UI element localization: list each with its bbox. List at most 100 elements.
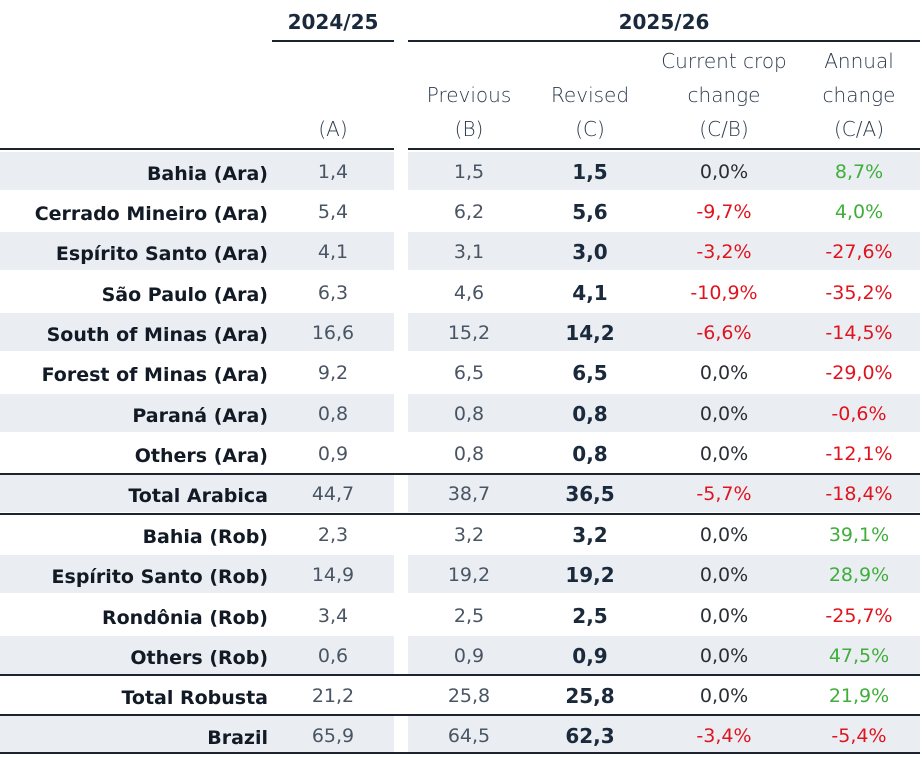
cell-d: -3,4% xyxy=(696,725,752,747)
cell-e: -5,4% xyxy=(831,725,887,747)
cell-d: 0,0% xyxy=(699,362,749,384)
cell-a: 5,4 xyxy=(317,201,349,223)
cell-a: 21,2 xyxy=(311,685,355,707)
cell-a: 0,9 xyxy=(317,443,349,465)
cell-e: 21,9% xyxy=(828,685,890,707)
row-shade xyxy=(0,474,394,512)
table-rule xyxy=(0,752,920,754)
cell-c: 4,1 xyxy=(572,281,608,305)
cell-a: 3,4 xyxy=(317,605,349,627)
cell-d: -5,7% xyxy=(696,483,752,505)
row-label: Others (Ara) xyxy=(134,445,268,467)
cell-c: 2,5 xyxy=(572,604,608,628)
table-rule xyxy=(0,714,920,716)
cell-b: 38,7 xyxy=(447,483,491,505)
row-label: Forest of Minas (Ara) xyxy=(41,364,268,386)
row-shade xyxy=(0,152,394,190)
cell-d: -3,2% xyxy=(696,241,752,263)
cell-a: 6,3 xyxy=(317,282,349,304)
column-header-b-line-2: Previous xyxy=(426,83,512,107)
cell-d: 0,0% xyxy=(699,564,749,586)
cell-a: 9,2 xyxy=(317,362,349,384)
cell-b: 4,6 xyxy=(453,282,485,304)
cell-b: 0,8 xyxy=(453,443,485,465)
column-header-e-line-2: change xyxy=(822,83,896,107)
cell-d: -10,9% xyxy=(690,282,758,304)
table-rule xyxy=(408,148,920,150)
column-header-a-line-3: (A) xyxy=(318,117,348,141)
cell-b: 3,2 xyxy=(453,524,485,546)
row-shade xyxy=(408,636,920,674)
row-shade xyxy=(0,716,394,754)
total-row-label: Brazil xyxy=(207,727,268,749)
cell-c: 3,2 xyxy=(572,523,608,547)
cell-c: 36,5 xyxy=(565,482,615,506)
column-header-e-line-3: (C/A) xyxy=(834,117,884,141)
row-shade xyxy=(408,716,920,754)
cell-b: 0,8 xyxy=(453,403,485,425)
cell-d: 0,0% xyxy=(699,645,749,667)
cell-e: -35,2% xyxy=(825,282,893,304)
cell-b: 1,5 xyxy=(453,161,485,183)
table-rule xyxy=(0,513,920,515)
cell-b: 64,5 xyxy=(447,725,491,747)
table-rule xyxy=(0,148,394,150)
cell-e: -0,6% xyxy=(831,403,887,425)
cell-a: 1,4 xyxy=(317,161,349,183)
cell-c: 6,5 xyxy=(572,361,608,385)
table-rule xyxy=(0,473,920,475)
total-row-label: Total Arabica xyxy=(128,485,268,507)
cell-e: 28,9% xyxy=(828,564,890,586)
cell-c: 5,6 xyxy=(572,200,608,224)
cell-c: 0,8 xyxy=(572,402,608,426)
row-shade xyxy=(408,152,920,190)
row-label: São Paulo (Ara) xyxy=(101,284,268,306)
cell-a: 0,8 xyxy=(317,403,349,425)
row-label: Espírito Santo (Ara) xyxy=(55,243,268,265)
column-header-c-line-2: Revised xyxy=(550,83,630,107)
cell-e: -12,1% xyxy=(825,443,893,465)
cell-d: 0,0% xyxy=(699,443,749,465)
column-header-b-line-3: (B) xyxy=(454,117,484,141)
cell-e: 8,7% xyxy=(834,161,884,183)
cell-e: -25,7% xyxy=(825,605,893,627)
cell-a: 14,9 xyxy=(311,564,355,586)
cell-b: 2,5 xyxy=(453,605,485,627)
table-rule xyxy=(0,674,920,676)
cell-b: 19,2 xyxy=(447,564,491,586)
header-year-2025-26: 2025/26 xyxy=(618,10,710,34)
row-shade xyxy=(408,232,920,270)
cell-e: -18,4% xyxy=(825,483,893,505)
cell-a: 44,7 xyxy=(311,483,355,505)
cell-e: 4,0% xyxy=(834,201,884,223)
cell-b: 6,2 xyxy=(453,201,485,223)
header-year-2024-25: 2024/25 xyxy=(287,10,379,34)
row-shade xyxy=(0,313,394,351)
cell-a: 0,6 xyxy=(317,645,349,667)
cell-d: 0,0% xyxy=(699,605,749,627)
row-shade xyxy=(0,636,394,674)
cell-b: 25,8 xyxy=(447,685,491,707)
row-label: Others (Rob) xyxy=(130,647,268,669)
cell-e: -27,6% xyxy=(825,241,893,263)
cell-d: -6,6% xyxy=(696,322,752,344)
cell-c: 1,5 xyxy=(572,160,608,184)
cell-b: 0,9 xyxy=(453,645,485,667)
cell-d: 0,0% xyxy=(699,403,749,425)
column-header-e-line-1: Annual xyxy=(824,49,894,73)
cell-c: 0,9 xyxy=(572,644,608,668)
cell-c: 14,2 xyxy=(565,321,615,345)
cell-d: 0,0% xyxy=(699,161,749,183)
row-shade xyxy=(408,474,920,512)
cell-c: 3,0 xyxy=(572,240,608,264)
cell-e: -14,5% xyxy=(825,322,893,344)
row-label: Espírito Santo (Rob) xyxy=(51,566,268,588)
cell-b: 15,2 xyxy=(447,322,491,344)
column-header-d-line-3: (C/B) xyxy=(699,117,749,141)
row-label: Paraná (Ara) xyxy=(132,405,268,427)
cell-e: 39,1% xyxy=(828,524,890,546)
cell-c: 0,8 xyxy=(572,442,608,466)
row-label: Cerrado Mineiro (Ara) xyxy=(34,203,268,225)
cell-b: 6,5 xyxy=(453,362,485,384)
